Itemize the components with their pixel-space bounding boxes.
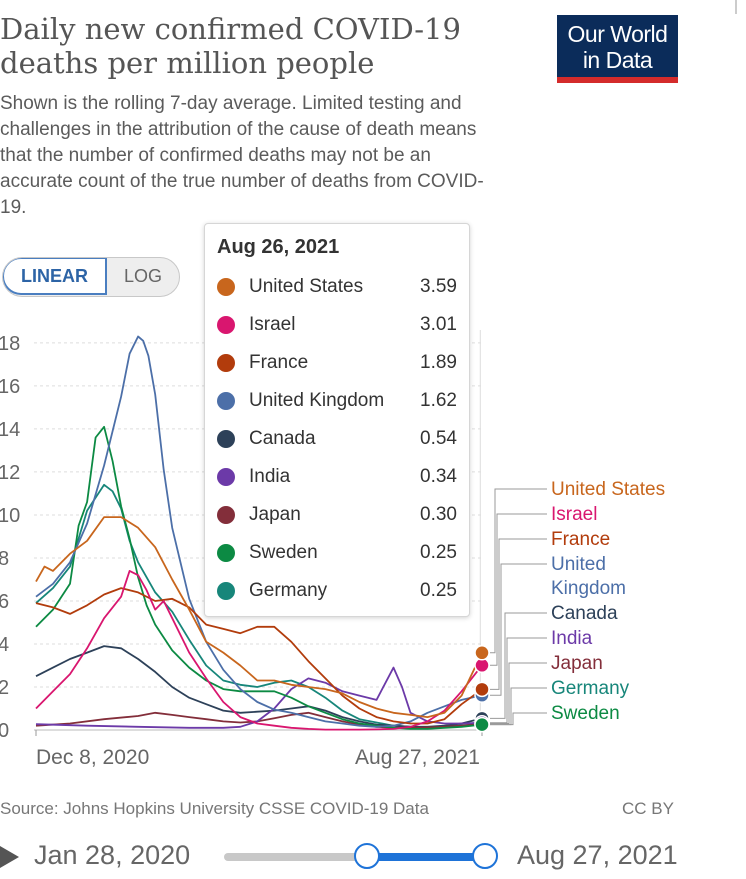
linear-scale-button[interactable]: LINEAR — [3, 258, 107, 295]
series-end-label: India — [551, 628, 593, 649]
y-tick-label: 16 — [0, 376, 20, 398]
chart-title: Daily new confirmed COVID-19 deaths per … — [0, 12, 461, 80]
legend-dot-icon — [217, 392, 235, 410]
timeline-start-date: Jan 28, 2020 — [34, 840, 191, 870]
tooltip-country: Germany — [249, 580, 328, 601]
tooltip-row: Canada 0.54 — [217, 420, 457, 458]
series-line-japan — [35, 711, 483, 729]
label-connector — [490, 538, 547, 690]
tooltip-row: United Kingdom 1.62 — [217, 382, 457, 420]
timeline-end-handle[interactable] — [472, 843, 498, 869]
label-connector — [490, 488, 547, 654]
legend-dot-icon — [217, 354, 235, 372]
scale-toggle: LINEAR LOG — [2, 257, 181, 297]
series-end-label: Kingdom — [551, 578, 626, 599]
tooltip-row: Israel 3.01 — [217, 306, 457, 344]
y-tick-label: 10 — [0, 505, 20, 527]
legend-dot-icon — [217, 278, 235, 296]
series-end-label: Sweden — [551, 703, 620, 724]
timeline-start-handle[interactable] — [354, 843, 380, 869]
tooltip-value: 1.62 — [420, 390, 457, 411]
hover-tooltip: Aug 26, 2021 United States 3.59 Israel 3.01… — [204, 223, 470, 617]
tooltip-row: Japan 0.30 — [217, 496, 457, 534]
tooltip-country: Japan — [249, 504, 301, 525]
y-tick-label: 4 — [0, 634, 9, 656]
tooltip-value: 0.34 — [420, 466, 457, 487]
tooltip-row: Sweden 0.25 — [217, 534, 457, 572]
x-tick-label: Aug 27, 2021 — [355, 746, 480, 769]
series-line-france — [35, 587, 483, 725]
tooltip-country: United Kingdom — [249, 390, 385, 411]
series-end-label: France — [551, 529, 610, 550]
label-connector — [490, 612, 547, 719]
tooltip-value: 3.01 — [420, 314, 457, 335]
tooltip-value: 0.25 — [420, 580, 457, 601]
series-line-united-states — [35, 516, 483, 719]
series-end-marker — [474, 645, 490, 661]
series-line-united-kingdom — [35, 335, 483, 728]
tooltip-value: 1.89 — [420, 352, 457, 373]
y-tick-label: 0 — [0, 720, 9, 742]
tooltip-value: 3.59 — [420, 276, 457, 297]
legend-dot-icon — [217, 468, 235, 486]
label-connector — [490, 563, 547, 696]
series-end-label: Canada — [551, 603, 618, 624]
y-tick-label: 6 — [0, 591, 9, 613]
y-tick-label: 12 — [0, 462, 20, 484]
license-link[interactable]: CC BY — [622, 799, 674, 818]
tooltip-value: 0.25 — [420, 542, 457, 563]
tooltip-country: Sweden — [249, 542, 318, 563]
legend-dot-icon — [217, 582, 235, 600]
series-end-label: United States — [551, 479, 665, 500]
logo-line-1: Our World — [567, 21, 668, 47]
series-end-label: Japan — [551, 653, 603, 674]
tooltip-row: Germany 0.25 — [217, 572, 457, 610]
label-connector — [490, 662, 547, 724]
legend-dot-icon — [217, 316, 235, 334]
tooltip-country: Canada — [249, 428, 316, 449]
label-connector — [490, 712, 547, 726]
y-tick-label: 18 — [0, 333, 20, 355]
tooltip-row: United States 3.59 — [217, 268, 457, 306]
y-tick-label: 8 — [0, 548, 9, 570]
series-line-canada — [35, 645, 483, 728]
series-end-label: Israel — [551, 504, 597, 525]
legend-dot-icon — [217, 506, 235, 524]
tooltip-row: India 0.34 — [217, 458, 457, 496]
y-tick-label: 2 — [0, 677, 9, 699]
label-connector — [490, 513, 547, 666]
logo-line-2: in Data — [582, 47, 653, 73]
chart-subtitle: Shown is the rolling 7-day average. Limi… — [0, 93, 484, 218]
x-tick-label: Dec 8, 2020 — [36, 746, 149, 769]
tooltip-country: France — [249, 352, 309, 373]
series-end-marker — [474, 716, 490, 733]
tooltip-value: 0.54 — [420, 428, 457, 449]
legend-dot-icon — [217, 544, 235, 562]
label-connector — [490, 637, 547, 724]
tooltip-country: India — [249, 466, 291, 487]
play-icon[interactable] — [0, 846, 19, 868]
tooltip-value: 0.30 — [420, 504, 457, 525]
series-end-label: United — [551, 554, 606, 575]
tooltip-country: United States — [249, 276, 364, 297]
series-end-marker — [474, 681, 490, 698]
y-tick-label: 14 — [0, 419, 20, 441]
series-line-israel — [35, 569, 483, 731]
timeline-end-date: Aug 27, 2021 — [517, 840, 678, 870]
series-line-sweden — [35, 425, 483, 730]
series-line-india — [35, 666, 483, 729]
log-scale-button[interactable]: LOG — [107, 258, 179, 294]
scrollbar-edge — [735, 0, 737, 14]
tooltip-country: Israel — [249, 314, 296, 335]
label-connector — [490, 687, 547, 726]
timeline-selected-range — [367, 853, 485, 861]
series-end-label: Germany — [551, 678, 630, 699]
source-note[interactable]: Source: Johns Hopkins University CSSE CO… — [0, 799, 429, 818]
owid-logo[interactable]: Our World in Data — [557, 15, 678, 83]
tooltip-row: France 1.89 — [217, 344, 457, 382]
tooltip-date: Aug 26, 2021 — [217, 236, 340, 258]
legend-dot-icon — [217, 430, 235, 448]
